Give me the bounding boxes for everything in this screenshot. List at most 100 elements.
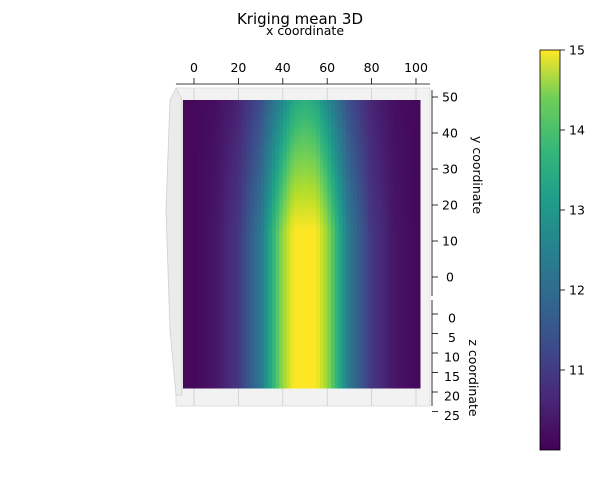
field-cell [190, 376, 195, 381]
field-cell [264, 204, 269, 209]
field-cell [279, 236, 284, 241]
field-cell [227, 196, 232, 201]
field-cell [368, 316, 373, 321]
field-cell [275, 288, 280, 293]
field-cell [212, 184, 217, 189]
field-cell [271, 320, 277, 325]
field-cell [301, 260, 306, 265]
field-cell [279, 108, 284, 113]
field-cell [294, 176, 299, 181]
field-cell [345, 368, 351, 373]
field-cell [234, 128, 240, 133]
field-cell [357, 240, 362, 245]
field-cell [194, 184, 199, 189]
field-cell [194, 228, 199, 233]
field-cell [379, 196, 384, 201]
field-cell [375, 140, 380, 145]
field-cell [360, 324, 365, 329]
field-cell [190, 216, 195, 221]
field-cell [320, 384, 325, 389]
field-cell [183, 108, 188, 113]
field-cell [368, 100, 373, 105]
field-cell [371, 160, 377, 165]
field-cell [353, 356, 358, 361]
field-cell [242, 364, 247, 369]
field-cell [379, 320, 384, 325]
field-cell [216, 212, 221, 217]
field-cell [408, 304, 414, 309]
field-cell [275, 152, 280, 157]
field-cell [357, 352, 362, 357]
field-cell [223, 268, 228, 273]
field-cell [349, 344, 354, 349]
field-cell [186, 336, 191, 341]
field-cell [371, 364, 377, 369]
field-cell [286, 144, 291, 149]
field-cell [305, 144, 310, 149]
field-cell [416, 368, 421, 373]
field-cell [345, 164, 351, 169]
field-cell [282, 284, 288, 289]
field-cell [338, 152, 343, 157]
field-cell [401, 184, 406, 189]
field-cell [220, 240, 225, 245]
field-cell [375, 264, 380, 269]
field-cell [390, 332, 395, 337]
field-cell [183, 272, 188, 277]
field-cell [183, 324, 188, 329]
field-cell [349, 324, 354, 329]
field-cell [360, 380, 365, 385]
field-cell [260, 212, 265, 217]
field-cell [416, 164, 421, 169]
field-cell [312, 252, 317, 257]
field-cell [390, 184, 395, 189]
field-cell [416, 180, 421, 185]
field-cell [360, 304, 365, 309]
field-cell [382, 112, 388, 117]
field-cell [412, 372, 417, 377]
field-cell [294, 332, 299, 337]
field-cell [334, 296, 340, 301]
field-cell [201, 296, 206, 301]
field-cell [401, 108, 406, 113]
field-cell [375, 256, 380, 261]
field-cell [231, 184, 236, 189]
field-cell [334, 240, 340, 245]
field-cell [264, 264, 269, 269]
field-cell [357, 156, 362, 161]
field-cell [327, 108, 332, 113]
field-cell [405, 384, 410, 389]
field-cell [260, 328, 265, 333]
field-cell [201, 276, 206, 281]
field-cell [308, 236, 314, 241]
field-cell [397, 272, 402, 277]
field-cell [305, 232, 310, 237]
field-cell [216, 140, 221, 145]
field-cell [279, 316, 284, 321]
field-cell [405, 168, 410, 173]
field-cell [401, 224, 406, 229]
field-cell [308, 320, 314, 325]
field-cell [371, 368, 377, 373]
field-cell [216, 128, 221, 133]
field-cell [408, 336, 414, 341]
field-cell [197, 368, 203, 373]
field-cell [405, 160, 410, 165]
field-cell [260, 132, 265, 137]
field-cell [282, 360, 288, 365]
field-cell [253, 144, 258, 149]
field-cell [349, 256, 354, 261]
field-cell [234, 212, 240, 217]
field-cell [401, 192, 406, 197]
field-cell [234, 160, 240, 165]
field-cell [190, 284, 195, 289]
field-cell [368, 184, 373, 189]
field-cell [390, 140, 395, 145]
field-cell [197, 380, 203, 385]
field-cell [390, 308, 395, 313]
field-cell [197, 344, 203, 349]
field-cell [368, 104, 373, 109]
field-cell [242, 256, 247, 261]
field-cell [227, 236, 232, 241]
field-cell [260, 272, 265, 277]
